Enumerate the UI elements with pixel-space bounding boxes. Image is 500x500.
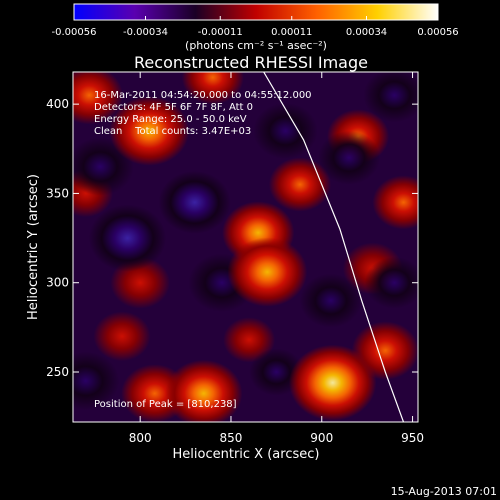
heatmap-image — [73, 72, 418, 422]
x-axis-label: Heliocentric X (arcsec) — [173, 447, 320, 462]
annotation-energy: Energy Range: 25.0 - 50.0 keV — [94, 114, 247, 125]
negative-blob — [363, 72, 418, 123]
emission-blob — [181, 72, 244, 105]
y-tick-label: 300 — [46, 276, 69, 290]
x-tick-label: 900 — [310, 431, 333, 445]
emission-blob — [165, 359, 243, 422]
footer-date: 15-Aug-2013 07:01 — [391, 485, 497, 498]
emission-blob — [73, 72, 123, 125]
colorbar-tick-label: -0.00034 — [123, 27, 168, 38]
annotation-block: 16-Mar-2011 04:54:20.000 to 04:55:12.000… — [94, 90, 312, 137]
negative-blob — [253, 102, 318, 160]
colorbar-tick-label: -0.00011 — [198, 27, 243, 38]
y-tick-label: 400 — [46, 97, 69, 111]
emission-blob — [109, 96, 190, 166]
x-axis: 800 850 900 950 — [129, 72, 424, 445]
annotation-counts: Clean Total counts: 3.47E+03 — [94, 126, 251, 137]
negative-blob — [364, 256, 418, 309]
emission-blob — [372, 175, 418, 230]
colorbar-tick-label: 0.00056 — [417, 27, 458, 38]
emission-blob — [223, 317, 276, 363]
negative-blob — [88, 204, 167, 272]
y-tick-label: 350 — [46, 186, 69, 200]
annotation-detectors: Detectors: 4F 5F 6F 7F 8F, Att 0 — [94, 102, 253, 113]
colorbar-tick-label: 0.00034 — [346, 27, 387, 38]
y-axis: 250 300 350 400 — [46, 97, 418, 379]
colorbar-units: (photons cm⁻² s⁻¹ asec⁻²) — [185, 39, 327, 52]
x-tick-label: 850 — [220, 431, 243, 445]
annotation-time: 16-Mar-2011 04:54:20.000 to 04:55:12.000 — [94, 90, 312, 101]
emission-blob — [288, 344, 377, 421]
colorbar: -0.00056 -0.00034 -0.00011 0.00011 0.00034 0.… — [52, 3, 459, 52]
emission-blob — [93, 311, 151, 362]
chart-title: Reconstructed RHESSI Image — [134, 53, 368, 72]
colorbar-tick-label: -0.00056 — [52, 27, 97, 38]
negative-blob — [317, 130, 381, 185]
x-tick-label: 950 — [401, 431, 424, 445]
emission-blob — [227, 237, 308, 307]
solar-limb-line — [263, 72, 405, 422]
y-tick-label: 250 — [46, 365, 69, 379]
peak-position-label: Position of Peak = [810,238] — [94, 399, 237, 410]
x-tick-label: 800 — [129, 431, 152, 445]
negative-blob — [73, 351, 120, 411]
y-axis-label: Heliocentric Y (arcsec) — [26, 174, 41, 320]
emission-blob — [268, 157, 332, 212]
colorbar-tick-label: 0.00011 — [271, 27, 312, 38]
plot-frame — [72, 71, 419, 423]
colorbar-scale — [73, 3, 439, 21]
negative-blob — [299, 273, 362, 328]
negative-blob — [158, 170, 231, 234]
